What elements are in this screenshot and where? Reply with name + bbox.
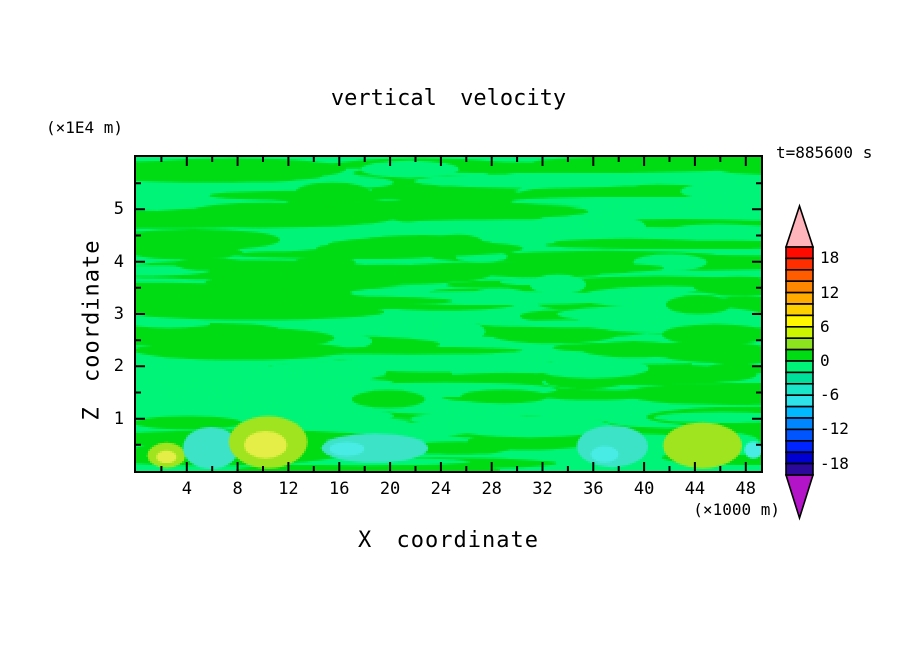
colorbar-tick-label: -18: [820, 453, 849, 473]
y-tick-label: 4: [113, 251, 124, 272]
colorbar-cell: [785, 417, 814, 431]
colorbar-cell: [785, 440, 814, 454]
x-tick-label: 44: [684, 479, 706, 499]
colorbar-tick-label: -12: [820, 419, 849, 439]
colorbar-cell: [785, 269, 814, 283]
colorbar-tick-label: 0: [820, 351, 830, 370]
contour-field-canvas: [136, 157, 761, 471]
x-tick-label: 16: [329, 479, 350, 499]
colorbar-cell: [785, 405, 814, 419]
time-annotation: t=885600 s: [776, 143, 873, 162]
colorbar-cell: [785, 246, 814, 260]
colorbar-cell: [785, 394, 814, 408]
x-tick-label: 40: [633, 479, 655, 499]
colorbar-cell: [785, 337, 814, 351]
colorbar-cell: [785, 383, 814, 397]
x-tick-label: 8: [232, 479, 243, 499]
colorbar-cell: [785, 291, 814, 305]
x-tick-label: 48: [735, 479, 756, 499]
colorbar-cell: [785, 360, 814, 374]
x-tick-label: 4: [181, 479, 192, 499]
colorbar: [784, 203, 815, 521]
colorbar-tick-label: -6: [820, 385, 840, 405]
colorbar-over-arrow: [784, 203, 815, 248]
x-tick-label: 32: [532, 479, 553, 499]
colorbar-cell: [785, 348, 814, 362]
colorbar-tick-label: 12: [820, 282, 840, 302]
plot-title: vertical velocity: [330, 86, 567, 111]
colorbar-cell: [785, 280, 814, 294]
colorbar-cell: [785, 314, 814, 328]
x-tick-label: 12: [278, 479, 299, 499]
colorbar-cell: [785, 462, 814, 476]
x-tick-label: 28: [481, 479, 502, 499]
y-tick-label: 2: [113, 356, 124, 377]
colorbar-cell: [785, 451, 814, 465]
colorbar-under-arrow: [784, 474, 815, 521]
y-tick-label: 5: [113, 199, 124, 220]
colorbar-tick-label: 18: [820, 248, 840, 268]
x-axis-title: X coordinate: [358, 528, 539, 553]
colorbar-cell: [785, 428, 814, 442]
x-tick-label: 36: [583, 479, 604, 499]
y-axis-units-label: (×1E4 m): [46, 118, 124, 137]
colorbar-cell: [785, 303, 814, 317]
colorbar-cell: [785, 371, 814, 385]
colorbar-tick-label: 6: [820, 316, 830, 336]
y-tick-label: 1: [113, 408, 124, 429]
y-tick-label: 3: [113, 304, 124, 324]
colorbar-cell: [785, 257, 814, 271]
x-tick-label: 20: [379, 479, 401, 499]
x-axis-units-label: (×1000 m): [693, 500, 780, 519]
x-tick-label: 24: [430, 479, 452, 499]
colorbar-cell: [785, 326, 814, 340]
plot-frame: [134, 155, 763, 473]
